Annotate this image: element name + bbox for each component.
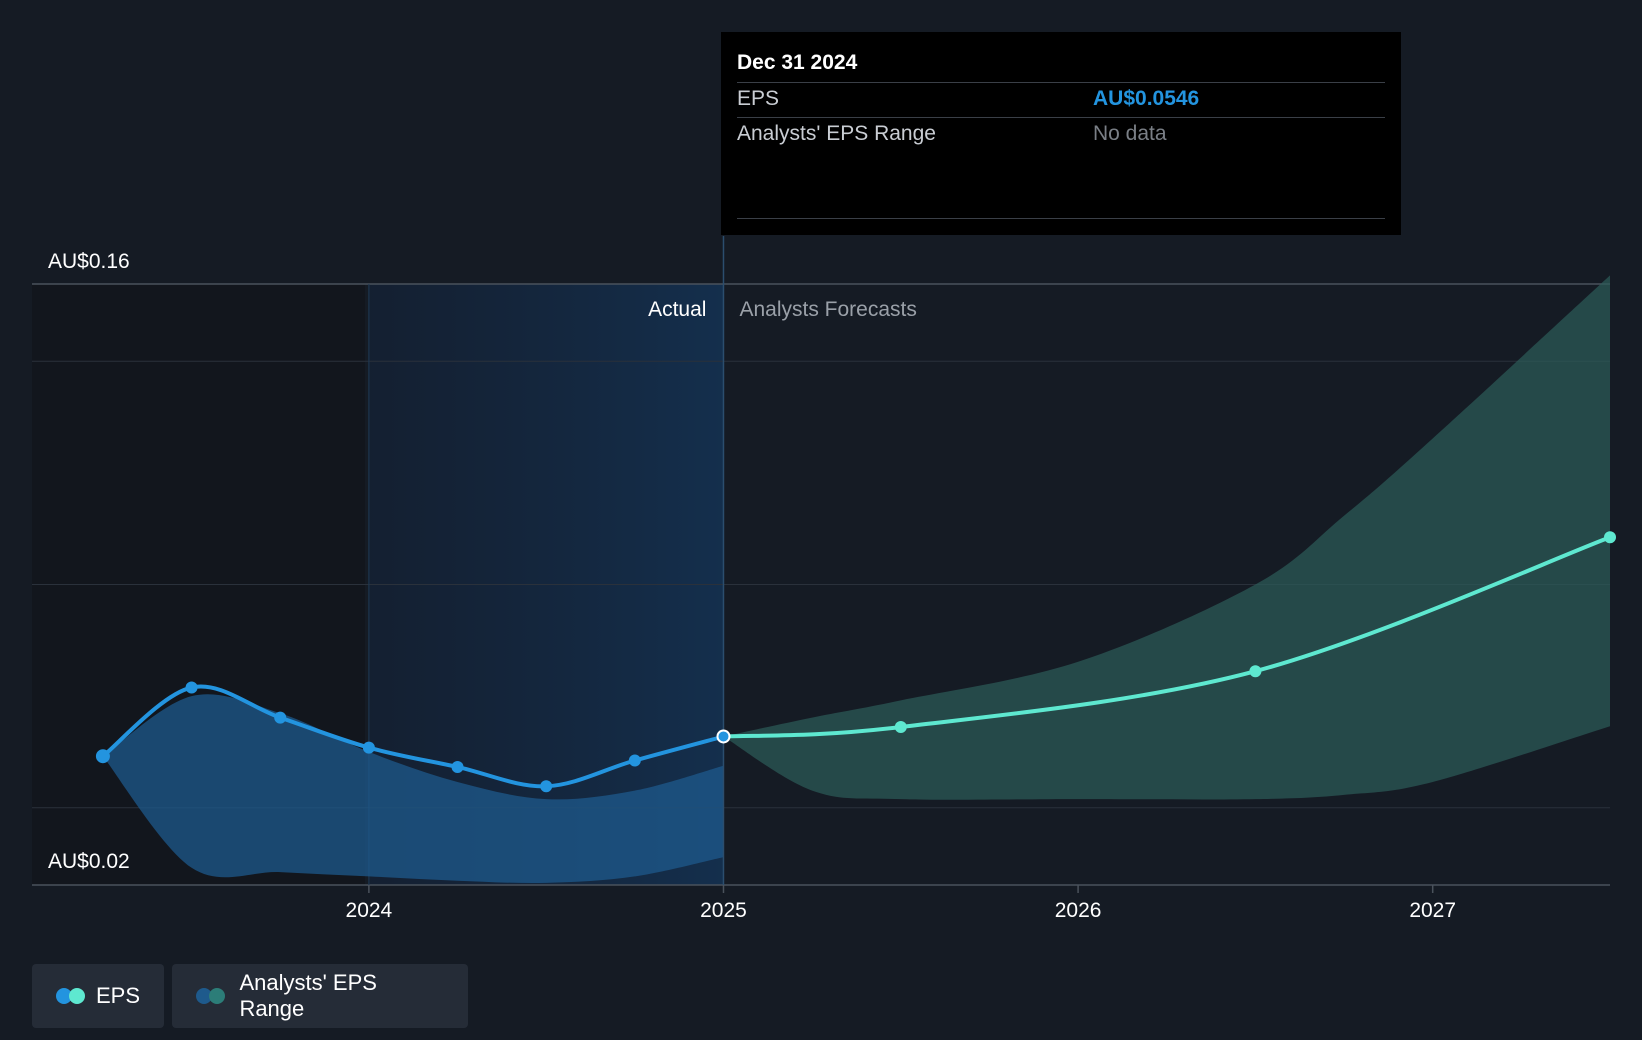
x-tick-label: 2024 <box>346 899 393 922</box>
x-tick-label: 2027 <box>1409 899 1456 922</box>
eps-point-selected <box>718 731 729 742</box>
eps-points <box>95 531 1616 793</box>
eps-range-area-forecast <box>723 275 1610 800</box>
tooltip-divider <box>737 218 1385 219</box>
legend-eps-label: EPS <box>95 983 140 1008</box>
tooltip: Dec 31 2024 EPS AU$0.0546 Analysts' EPS … <box>721 32 1401 235</box>
tooltip-date: Dec 31 2024 <box>737 51 858 74</box>
x-axis-ticks: 2024 2025 2026 2027 <box>346 885 1456 922</box>
eps-point-actual <box>628 754 641 767</box>
eps-point-forecast <box>1249 665 1262 678</box>
eps-point-actual <box>185 681 198 694</box>
eps-range-legend-icon <box>196 988 225 1004</box>
eps-point-forecast <box>894 721 907 734</box>
eps-point-actual <box>362 741 375 754</box>
eps-point-actual <box>95 749 110 764</box>
actual-label: Actual <box>648 298 706 321</box>
x-tick-label: 2025 <box>700 899 747 922</box>
tooltip-eps-row: EPS AU$0.0546 <box>737 82 1385 117</box>
legend-range-label: Analysts' EPS Range <box>239 970 377 1021</box>
eps-point-forecast <box>1604 531 1616 544</box>
forecast-label: Analysts Forecasts <box>739 298 916 321</box>
legend-eps[interactable]: EPS <box>32 964 164 1028</box>
tooltip-range-value: No data <box>1093 122 1167 145</box>
y-axis-label-top: AU$0.16 <box>48 250 130 273</box>
legend-eps-range[interactable]: Analysts' EPS Range <box>172 964 468 1028</box>
eps-legend-icon <box>56 988 85 1004</box>
eps-point-actual <box>540 780 553 793</box>
y-axis-label-bottom: AU$0.02 <box>48 850 130 873</box>
tooltip-range-label: Analysts' EPS Range <box>737 122 936 145</box>
eps-line-forecast <box>721 535 1612 739</box>
eps-point-actual <box>274 711 287 724</box>
eps-point-actual <box>451 760 464 773</box>
eps-range-area-actual <box>102 694 724 884</box>
tooltip-eps-label: EPS <box>737 87 780 110</box>
tooltip-range-row: Analysts' EPS Range No data <box>737 117 1385 152</box>
x-tick-label: 2026 <box>1055 899 1102 922</box>
eps-range-areas <box>102 275 1610 884</box>
tooltip-eps-value: AU$0.0546 <box>1093 87 1200 110</box>
